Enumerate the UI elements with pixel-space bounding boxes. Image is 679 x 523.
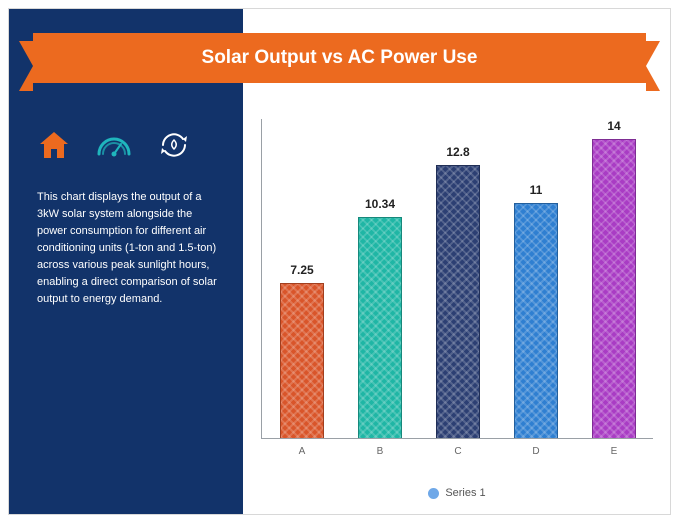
bar-wrap: 14E xyxy=(592,139,636,438)
bar xyxy=(436,165,480,438)
page-title: Solar Output vs AC Power Use xyxy=(202,47,478,69)
bar xyxy=(514,203,558,438)
legend-label: Series 1 xyxy=(445,487,485,499)
bar-wrap: 12.8C xyxy=(436,165,480,438)
bar-value-label: 10.34 xyxy=(340,197,420,211)
cycle-icon xyxy=(157,129,191,161)
bar xyxy=(592,139,636,438)
bar-wrap: 11D xyxy=(514,203,558,438)
bar xyxy=(358,217,402,438)
category-label: C xyxy=(436,446,480,457)
description-text: This chart displays the output of a 3kW … xyxy=(37,189,223,308)
legend: Series 1 xyxy=(261,487,653,499)
bar-value-label: 14 xyxy=(574,119,654,133)
bar-value-label: 12.8 xyxy=(418,145,498,159)
frame: Solar Output vs AC Power Use xyxy=(8,8,671,515)
bar-chart: 7.25A10.34B12.8C11D14E Series 1 xyxy=(261,119,653,499)
legend-swatch xyxy=(428,488,439,499)
plot-area: 7.25A 10.34B 12.8C 11D 14E xyxy=(261,119,653,439)
category-label: E xyxy=(592,446,636,457)
bar-value-label: 11 xyxy=(496,183,576,197)
category-label: B xyxy=(358,446,402,457)
bar xyxy=(280,283,324,438)
bar-value-label: 7.25 xyxy=(262,263,342,277)
title-ribbon: Solar Output vs AC Power Use xyxy=(33,33,646,83)
category-label: D xyxy=(514,446,558,457)
house-icon xyxy=(37,130,71,160)
gauge-icon xyxy=(95,130,133,160)
category-label: A xyxy=(280,446,324,457)
bar-wrap: 10.34B xyxy=(358,217,402,438)
bar-wrap: 7.25A xyxy=(280,283,324,438)
icon-row xyxy=(37,129,191,161)
